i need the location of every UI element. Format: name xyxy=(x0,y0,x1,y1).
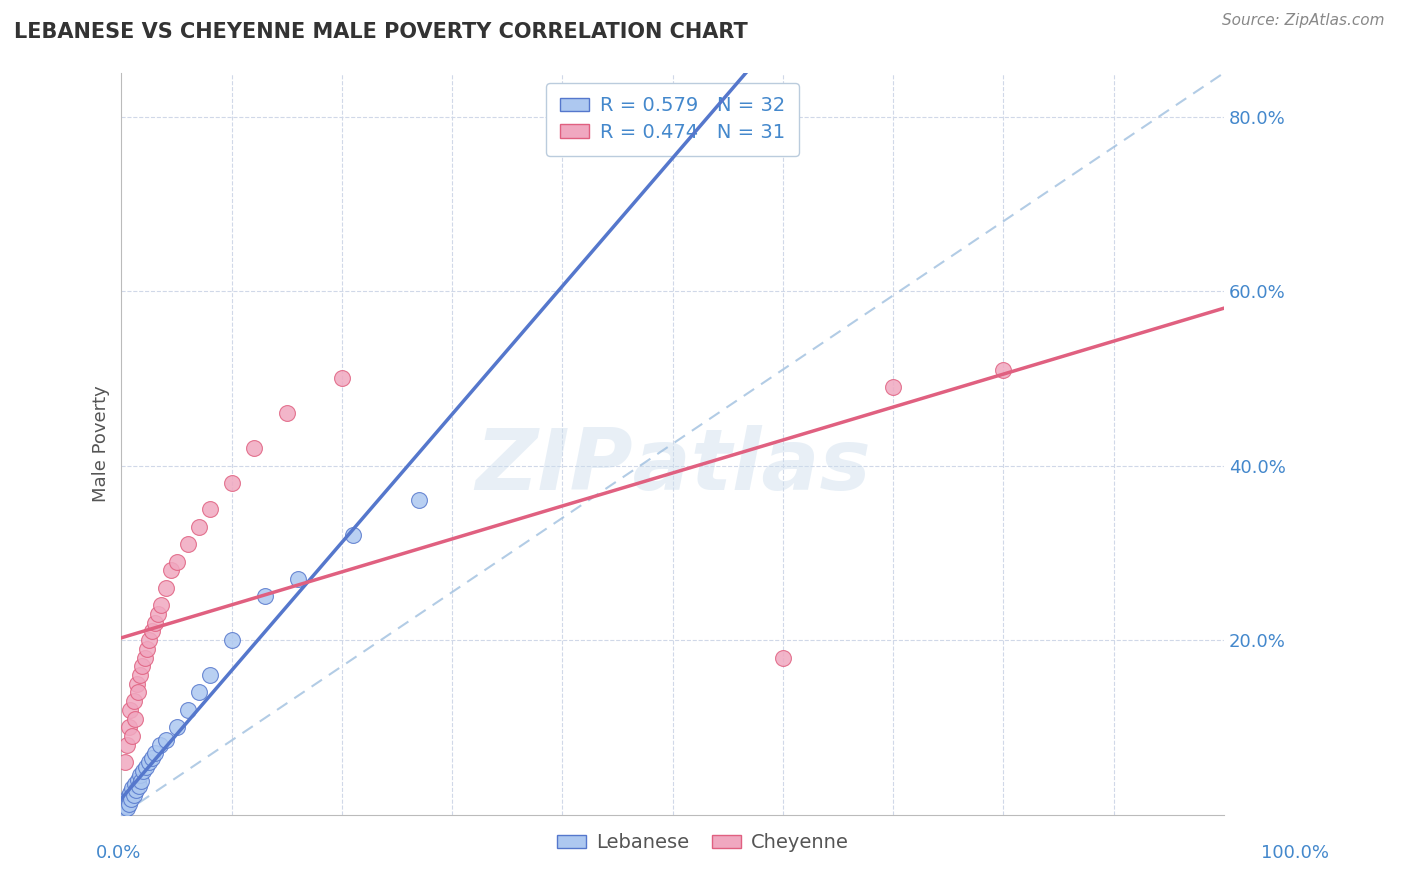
Legend: R = 0.579   N = 32, R = 0.474   N = 31: R = 0.579 N = 32, R = 0.474 N = 31 xyxy=(546,83,799,156)
Point xyxy=(134,650,156,665)
Point xyxy=(131,659,153,673)
Point xyxy=(124,712,146,726)
Point xyxy=(150,598,173,612)
Point xyxy=(149,738,172,752)
Text: Source: ZipAtlas.com: Source: ZipAtlas.com xyxy=(1222,13,1385,29)
Point xyxy=(122,789,145,803)
Point xyxy=(155,733,177,747)
Point xyxy=(132,764,155,778)
Point xyxy=(120,792,142,806)
Point xyxy=(882,380,904,394)
Point xyxy=(138,633,160,648)
Point xyxy=(125,783,148,797)
Point xyxy=(121,781,143,796)
Point xyxy=(993,362,1015,376)
Point xyxy=(143,615,166,630)
Point xyxy=(112,803,135,817)
Point xyxy=(198,668,221,682)
Legend: Lebanese, Cheyenne: Lebanese, Cheyenne xyxy=(550,825,856,860)
Point xyxy=(135,641,157,656)
Point xyxy=(122,694,145,708)
Point xyxy=(187,685,209,699)
Point xyxy=(141,624,163,639)
Point xyxy=(127,685,149,699)
Point xyxy=(187,519,209,533)
Point xyxy=(342,528,364,542)
Text: ZIP​atlas: ZIP​atlas xyxy=(475,425,870,508)
Point xyxy=(135,759,157,773)
Point xyxy=(221,633,243,648)
Point xyxy=(330,371,353,385)
Point xyxy=(120,703,142,717)
Point xyxy=(176,703,198,717)
Point xyxy=(125,676,148,690)
Point xyxy=(129,768,152,782)
Point xyxy=(129,668,152,682)
Point xyxy=(124,777,146,791)
Point xyxy=(115,738,138,752)
Point xyxy=(117,790,139,805)
Y-axis label: Male Poverty: Male Poverty xyxy=(93,385,110,502)
Point xyxy=(121,729,143,743)
Point xyxy=(114,755,136,769)
Point xyxy=(160,563,183,577)
Point xyxy=(129,774,152,789)
Point xyxy=(115,800,138,814)
Point xyxy=(198,502,221,516)
Point xyxy=(176,537,198,551)
Text: 100.0%: 100.0% xyxy=(1261,844,1329,862)
Point xyxy=(141,751,163,765)
Point xyxy=(253,590,276,604)
Point xyxy=(115,795,138,809)
Point xyxy=(146,607,169,621)
Point xyxy=(408,493,430,508)
Point xyxy=(138,755,160,769)
Point xyxy=(166,555,188,569)
Point xyxy=(276,406,298,420)
Point xyxy=(128,779,150,793)
Point xyxy=(114,798,136,813)
Point xyxy=(772,650,794,665)
Text: LEBANESE VS CHEYENNE MALE POVERTY CORRELATION CHART: LEBANESE VS CHEYENNE MALE POVERTY CORREL… xyxy=(14,22,748,42)
Point xyxy=(118,720,141,734)
Point xyxy=(127,772,149,787)
Text: 0.0%: 0.0% xyxy=(96,844,141,862)
Point xyxy=(143,747,166,761)
Point xyxy=(120,786,142,800)
Point xyxy=(287,572,309,586)
Point xyxy=(166,720,188,734)
Point xyxy=(221,476,243,491)
Point xyxy=(155,581,177,595)
Point xyxy=(242,441,264,455)
Point xyxy=(118,797,141,811)
